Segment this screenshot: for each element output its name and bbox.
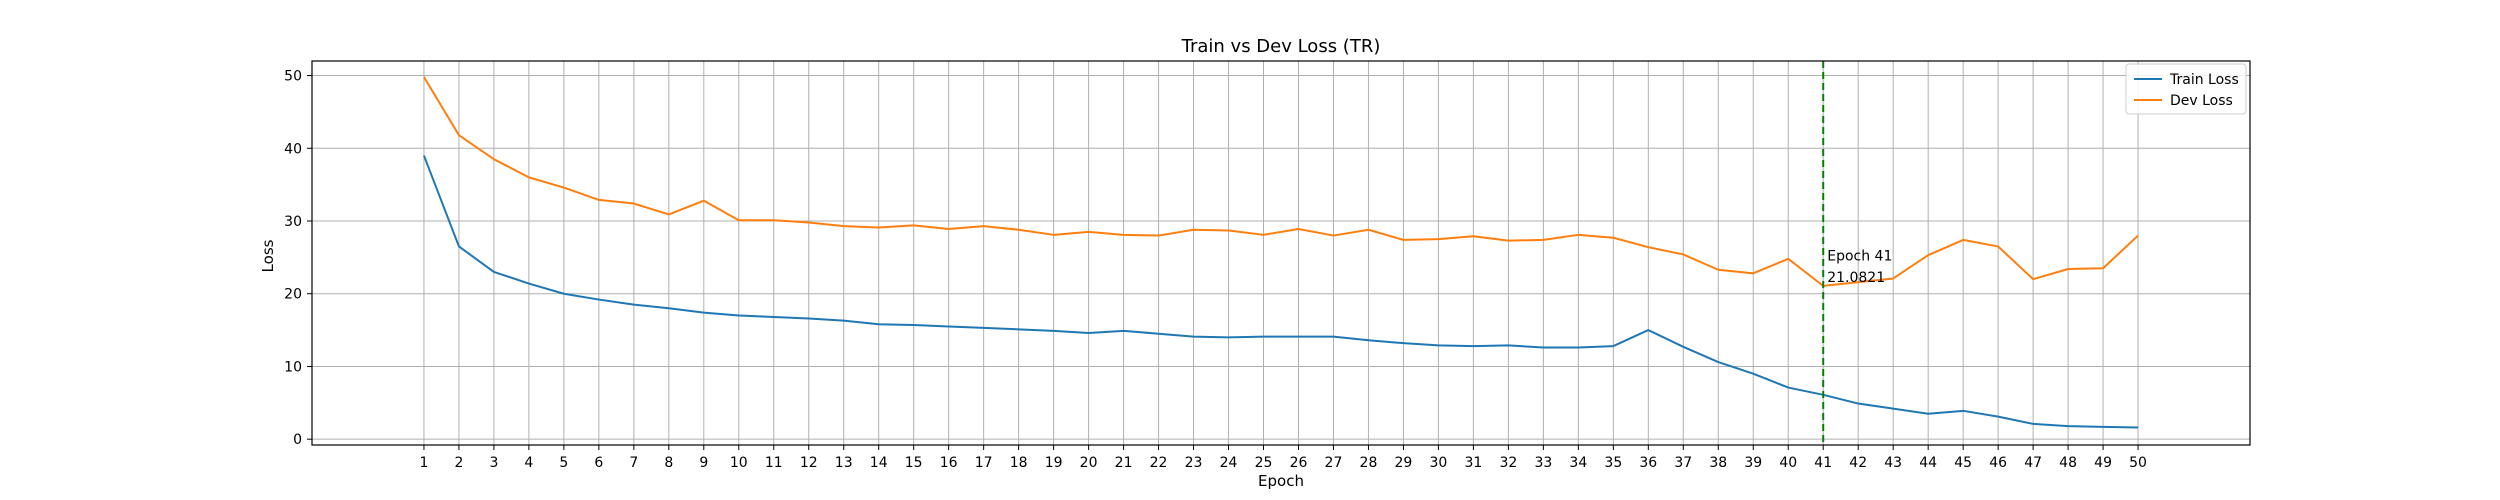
x-tick-label: 5 xyxy=(559,455,568,471)
x-tick-label: 34 xyxy=(1569,455,1587,471)
legend: Train Loss Dev Loss xyxy=(2125,63,2247,115)
legend-label-dev: Dev Loss xyxy=(2170,93,2233,109)
y-tick-label: 10 xyxy=(284,359,302,375)
x-tick-label: 9 xyxy=(699,455,708,471)
legend-box xyxy=(2125,63,2247,115)
x-tick-label: 40 xyxy=(1779,455,1797,471)
x-tick-label: 17 xyxy=(975,455,993,471)
y-tick-label: 50 xyxy=(284,69,302,85)
y-tick-label: 20 xyxy=(284,287,302,303)
dev-loss-line xyxy=(423,76,2139,287)
y-tick-label: 30 xyxy=(284,214,302,230)
x-tick-label: 19 xyxy=(1045,455,1063,471)
x-tick-label: 50 xyxy=(2129,455,2147,471)
x-tick-label: 10 xyxy=(730,455,748,471)
x-tick-label: 41 xyxy=(1814,455,1832,471)
x-tick-label: 43 xyxy=(1884,455,1902,471)
x-axis-label: Epoch xyxy=(1258,472,1304,490)
x-tick-label: 8 xyxy=(664,455,673,471)
x-tick-label: 48 xyxy=(2059,455,2077,471)
x-tick-label: 33 xyxy=(1534,455,1552,471)
y-axis: 0 10 20 30 40 50 xyxy=(284,69,312,448)
x-tick-label: 27 xyxy=(1325,455,1343,471)
x-tick-label: 31 xyxy=(1464,455,1482,471)
x-tick-label: 30 xyxy=(1430,455,1448,471)
x-axis: 1 2 3 4 5 6 7 8 9 10 11 12 13 14 15 16 17 18 19 20 21 22 23 24 2… xyxy=(419,445,2147,471)
best-epoch-marker: Epoch 41 21.0821 xyxy=(1822,61,1892,445)
y-axis-label: Loss xyxy=(259,239,277,272)
x-tick-label: 14 xyxy=(870,455,888,471)
x-tick-label: 7 xyxy=(629,455,638,471)
x-tick-label: 45 xyxy=(1954,455,1972,471)
x-tick-label: 42 xyxy=(1849,455,1867,471)
series-layer xyxy=(423,76,2139,429)
x-tick-label: 3 xyxy=(489,455,498,471)
x-tick-label: 11 xyxy=(765,455,783,471)
x-tick-label: 39 xyxy=(1744,455,1762,471)
x-tick-label: 46 xyxy=(1989,455,2007,471)
x-tick-label: 49 xyxy=(2094,455,2112,471)
x-tick-label: 22 xyxy=(1150,455,1168,471)
x-tick-label: 12 xyxy=(800,455,818,471)
best-epoch-label: Epoch 41 xyxy=(1827,248,1892,264)
x-tick-label: 47 xyxy=(2024,455,2042,471)
x-tick-label: 32 xyxy=(1499,455,1517,471)
grid xyxy=(312,61,2250,445)
plot-frame xyxy=(311,60,2251,446)
x-tick-label: 6 xyxy=(594,455,603,471)
x-tick-label: 18 xyxy=(1010,455,1028,471)
x-tick-label: 21 xyxy=(1115,455,1133,471)
legend-label-train: Train Loss xyxy=(2169,72,2239,88)
x-tick-label: 4 xyxy=(524,455,533,471)
x-tick-label: 20 xyxy=(1080,455,1098,471)
y-tick-label: 0 xyxy=(293,432,302,448)
x-tick-label: 24 xyxy=(1220,455,1238,471)
x-tick-label: 28 xyxy=(1360,455,1378,471)
x-tick-label: 26 xyxy=(1290,455,1308,471)
chart-title: Train vs Dev Loss (TR) xyxy=(1181,36,1381,57)
x-tick-label: 25 xyxy=(1255,455,1273,471)
train-loss-line xyxy=(423,155,2139,429)
x-tick-label: 1 xyxy=(419,455,428,471)
x-tick-label: 37 xyxy=(1674,455,1692,471)
x-tick-label: 16 xyxy=(940,455,958,471)
x-tick-label: 13 xyxy=(835,455,853,471)
x-tick-label: 2 xyxy=(454,455,463,471)
best-epoch-value: 21.0821 xyxy=(1827,270,1885,286)
x-tick-label: 15 xyxy=(905,455,923,471)
x-tick-label: 36 xyxy=(1639,455,1657,471)
x-tick-label: 35 xyxy=(1604,455,1622,471)
x-tick-label: 23 xyxy=(1185,455,1203,471)
x-tick-label: 38 xyxy=(1709,455,1727,471)
x-tick-label: 29 xyxy=(1395,455,1413,471)
y-tick-label: 40 xyxy=(284,141,302,157)
x-tick-label: 44 xyxy=(1919,455,1937,471)
